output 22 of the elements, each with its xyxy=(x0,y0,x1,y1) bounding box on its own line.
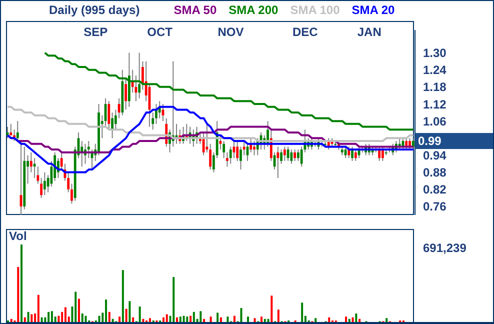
y-tick-label: 1.12 xyxy=(423,97,447,112)
x-tick-label: OCT xyxy=(147,25,174,39)
y-tick-label: 0.76 xyxy=(423,200,447,214)
text: SMA 20 xyxy=(352,3,395,17)
x-tick-label: NOV xyxy=(218,25,244,39)
text: SMA 50 xyxy=(174,3,217,17)
x-tick-label: JAN xyxy=(357,25,382,39)
x-tick-label: SEP xyxy=(84,25,108,39)
text: 0.99 xyxy=(415,132,494,149)
chart-subtitle: Daily (995 days) xyxy=(49,3,140,17)
y-tick-label: 1.24 xyxy=(423,63,447,78)
chart-title: Vol xyxy=(9,229,27,243)
y-tick-label: 1.30 xyxy=(423,46,447,60)
y-tick-label: 0.88 xyxy=(423,166,447,180)
text: SMA 200 xyxy=(228,3,278,17)
x-tick-label: DEC xyxy=(292,25,318,39)
y-tick-label: 1.06 xyxy=(423,114,447,128)
text: SMA 100 xyxy=(290,3,340,17)
y-tick-label: 0.82 xyxy=(423,182,447,197)
y-tick-label: 0.94 xyxy=(423,148,447,162)
text: 691,239 xyxy=(423,241,466,255)
y-tick-label: 1.18 xyxy=(423,80,447,94)
